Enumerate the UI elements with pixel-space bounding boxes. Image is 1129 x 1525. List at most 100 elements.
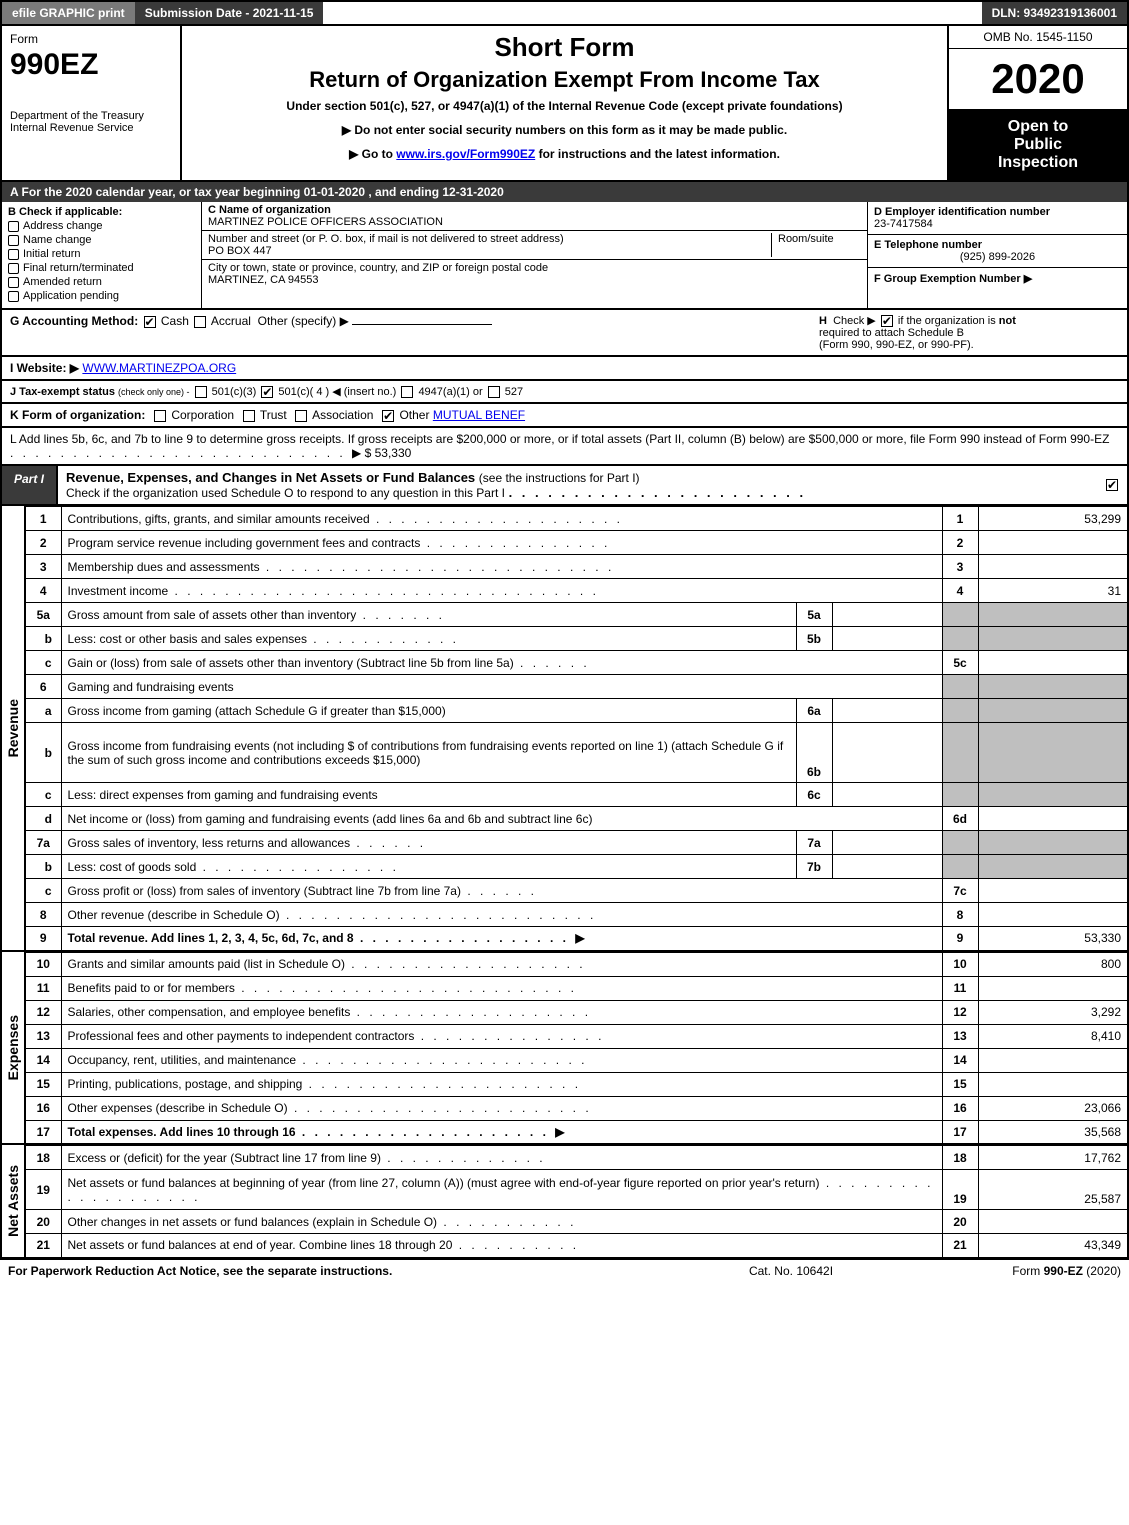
city-cell: City or town, state or province, country… [202, 260, 867, 288]
line-1: 1Contributions, gifts, grants, and simil… [25, 507, 1128, 531]
org-name-cell: C Name of organization MARTINEZ POLICE O… [202, 202, 867, 231]
calendar-year-row: A For the 2020 calendar year, or tax yea… [0, 182, 1129, 202]
l-arrow: ▶ $ 53,330 [352, 446, 411, 460]
line-9: 9Total revenue. Add lines 1, 2, 3, 4, 5c… [25, 927, 1128, 951]
chk-501c3[interactable] [195, 386, 207, 398]
website-link[interactable]: WWW.MARTINEZPOA.ORG [82, 361, 236, 375]
chk-assoc[interactable] [295, 410, 307, 422]
header-right: OMB No. 1545-1150 2020 Open to Public In… [947, 26, 1127, 180]
form-number: 990EZ [10, 50, 172, 80]
irs-link[interactable]: www.irs.gov/Form990EZ [396, 147, 535, 161]
chk-address-change[interactable]: Address change [8, 220, 195, 232]
chk-initial-return[interactable]: Initial return [8, 248, 195, 260]
line-15: 15Printing, publications, postage, and s… [25, 1072, 1128, 1096]
section-c: C Name of organization MARTINEZ POLICE O… [202, 202, 867, 308]
line-8: 8Other revenue (describe in Schedule O) … [25, 903, 1128, 927]
phone-value: (925) 899-2026 [874, 251, 1121, 263]
chk-other-org[interactable] [382, 410, 394, 422]
footer-left: For Paperwork Reduction Act Notice, see … [8, 1264, 661, 1278]
part-i-title: Revenue, Expenses, and Changes in Net As… [58, 466, 1097, 504]
efile-print-label[interactable]: efile GRAPHIC print [2, 2, 135, 24]
open-to-public: Open to Public Inspection [949, 110, 1127, 180]
chk-accrual[interactable] [194, 316, 206, 328]
line-2: 2Program service revenue including gover… [25, 531, 1128, 555]
room-label: Room/suite [778, 233, 834, 245]
chk-amended-return[interactable]: Amended return [8, 276, 195, 288]
org-name-label: C Name of organization [208, 204, 331, 216]
section-b-title: B Check if applicable: [8, 206, 195, 218]
header-mid: Short Form Return of Organization Exempt… [182, 26, 947, 180]
line-14: 14Occupancy, rent, utilities, and mainte… [25, 1048, 1128, 1072]
k-other-value[interactable]: MUTUAL BENEF [433, 408, 525, 422]
header-left: Form 990EZ Department of the Treasury In… [2, 26, 182, 180]
open-label: Open to [953, 118, 1123, 136]
line-19: 19Net assets or fund balances at beginni… [25, 1170, 1128, 1210]
expenses-sidelabel: Expenses [0, 952, 24, 1146]
line-12: 12Salaries, other compensation, and empl… [25, 1000, 1128, 1024]
footer-right: Form 990-EZ (2020) [921, 1264, 1121, 1278]
group-exemption-label: F Group Exemption Number ▶ [874, 273, 1032, 285]
top-bar: efile GRAPHIC print Submission Date - 20… [0, 0, 1129, 26]
line-7b: bLess: cost of goods sold . . . . . . . … [25, 855, 1128, 879]
chk-527[interactable] [488, 386, 500, 398]
short-form-title: Short Form [190, 32, 939, 63]
chk-h[interactable] [881, 315, 893, 327]
h-line3: (Form 990, 990-EZ, or 990-PF). [819, 339, 1119, 351]
chk-final-return[interactable]: Final return/terminated [8, 262, 195, 274]
inspection-label: Inspection [953, 154, 1123, 172]
form-word: Form [10, 32, 172, 46]
net-assets-sidelabel: Net Assets [0, 1145, 24, 1259]
line-3: 3Membership dues and assessments . . . .… [25, 555, 1128, 579]
line-7c: cGross profit or (loss) from sales of in… [25, 879, 1128, 903]
chk-application-pending[interactable]: Application pending [8, 290, 195, 302]
section-k: K Form of organization: Corporation Trus… [0, 404, 1129, 428]
publicity-warning-2: ▶ Go to www.irs.gov/Form990EZ for instru… [190, 147, 939, 161]
section-f: F Group Exemption Number ▶ [868, 268, 1127, 289]
chk-trust[interactable] [243, 410, 255, 422]
chk-corp[interactable] [154, 410, 166, 422]
line-16: 16Other expenses (describe in Schedule O… [25, 1096, 1128, 1120]
section-d-e-f: D Employer identification number 23-7417… [867, 202, 1127, 308]
l-text: L Add lines 5b, 6c, and 7b to line 9 to … [10, 432, 1109, 446]
return-of-title: Return of Organization Exempt From Incom… [190, 67, 939, 93]
revenue-section: Revenue 1Contributions, gifts, grants, a… [0, 506, 1129, 952]
line-6d: dNet income or (loss) from gaming and fu… [25, 807, 1128, 831]
revenue-table: 1Contributions, gifts, grants, and simil… [24, 506, 1129, 952]
form-header: Form 990EZ Department of the Treasury In… [0, 26, 1129, 182]
line-5c: cGain or (loss) from sale of assets othe… [25, 651, 1128, 675]
footer-mid: Cat. No. 10642I [661, 1264, 921, 1278]
city-label: City or town, state or province, country… [208, 262, 548, 274]
chk-cash[interactable] [144, 316, 156, 328]
line-11: 11Benefits paid to or for members . . . … [25, 976, 1128, 1000]
k-label: K Form of organization: [10, 408, 145, 422]
ein-value: 23-7417584 [874, 218, 933, 230]
dln-label: DLN: 93492319136001 [982, 2, 1127, 24]
h-line2: required to attach Schedule B [819, 327, 1119, 339]
line-20: 20Other changes in net assets or fund ba… [25, 1210, 1128, 1234]
section-g: G Accounting Method: Cash Accrual Other … [10, 314, 819, 351]
chk-501c[interactable] [261, 386, 273, 398]
j-note: (check only one) - [118, 387, 190, 397]
line-13: 13Professional fees and other payments t… [25, 1024, 1128, 1048]
department-label: Department of the Treasury Internal Reve… [10, 110, 172, 134]
line-6b: bGross income from fundraising events (n… [25, 723, 1128, 783]
section-l: L Add lines 5b, 6c, and 7b to line 9 to … [0, 428, 1129, 466]
line-5b: bLess: cost or other basis and sales exp… [25, 627, 1128, 651]
city-value: MARTINEZ, CA 94553 [208, 274, 318, 286]
chk-4947[interactable] [401, 386, 413, 398]
part-i-tab: Part I [2, 466, 58, 504]
net-assets-table: 18Excess or (deficit) for the year (Subt… [24, 1145, 1129, 1259]
net-assets-section: Net Assets 18Excess or (deficit) for the… [0, 1145, 1129, 1259]
page-footer: For Paperwork Reduction Act Notice, see … [0, 1259, 1129, 1282]
part-i-checkbox[interactable] [1097, 466, 1127, 504]
line-6: 6Gaming and fundraising events [25, 675, 1128, 699]
line-6a: aGross income from gaming (attach Schedu… [25, 699, 1128, 723]
line-6c: cLess: direct expenses from gaming and f… [25, 783, 1128, 807]
street-cell: Number and street (or P. O. box, if mail… [202, 231, 867, 260]
tax-year: 2020 [949, 49, 1127, 110]
ein-label: D Employer identification number [874, 206, 1050, 218]
pub2-post: for instructions and the latest informat… [535, 147, 780, 161]
public-label: Public [953, 136, 1123, 154]
line-17: 17Total expenses. Add lines 10 through 1… [25, 1120, 1128, 1144]
chk-name-change[interactable]: Name change [8, 234, 195, 246]
